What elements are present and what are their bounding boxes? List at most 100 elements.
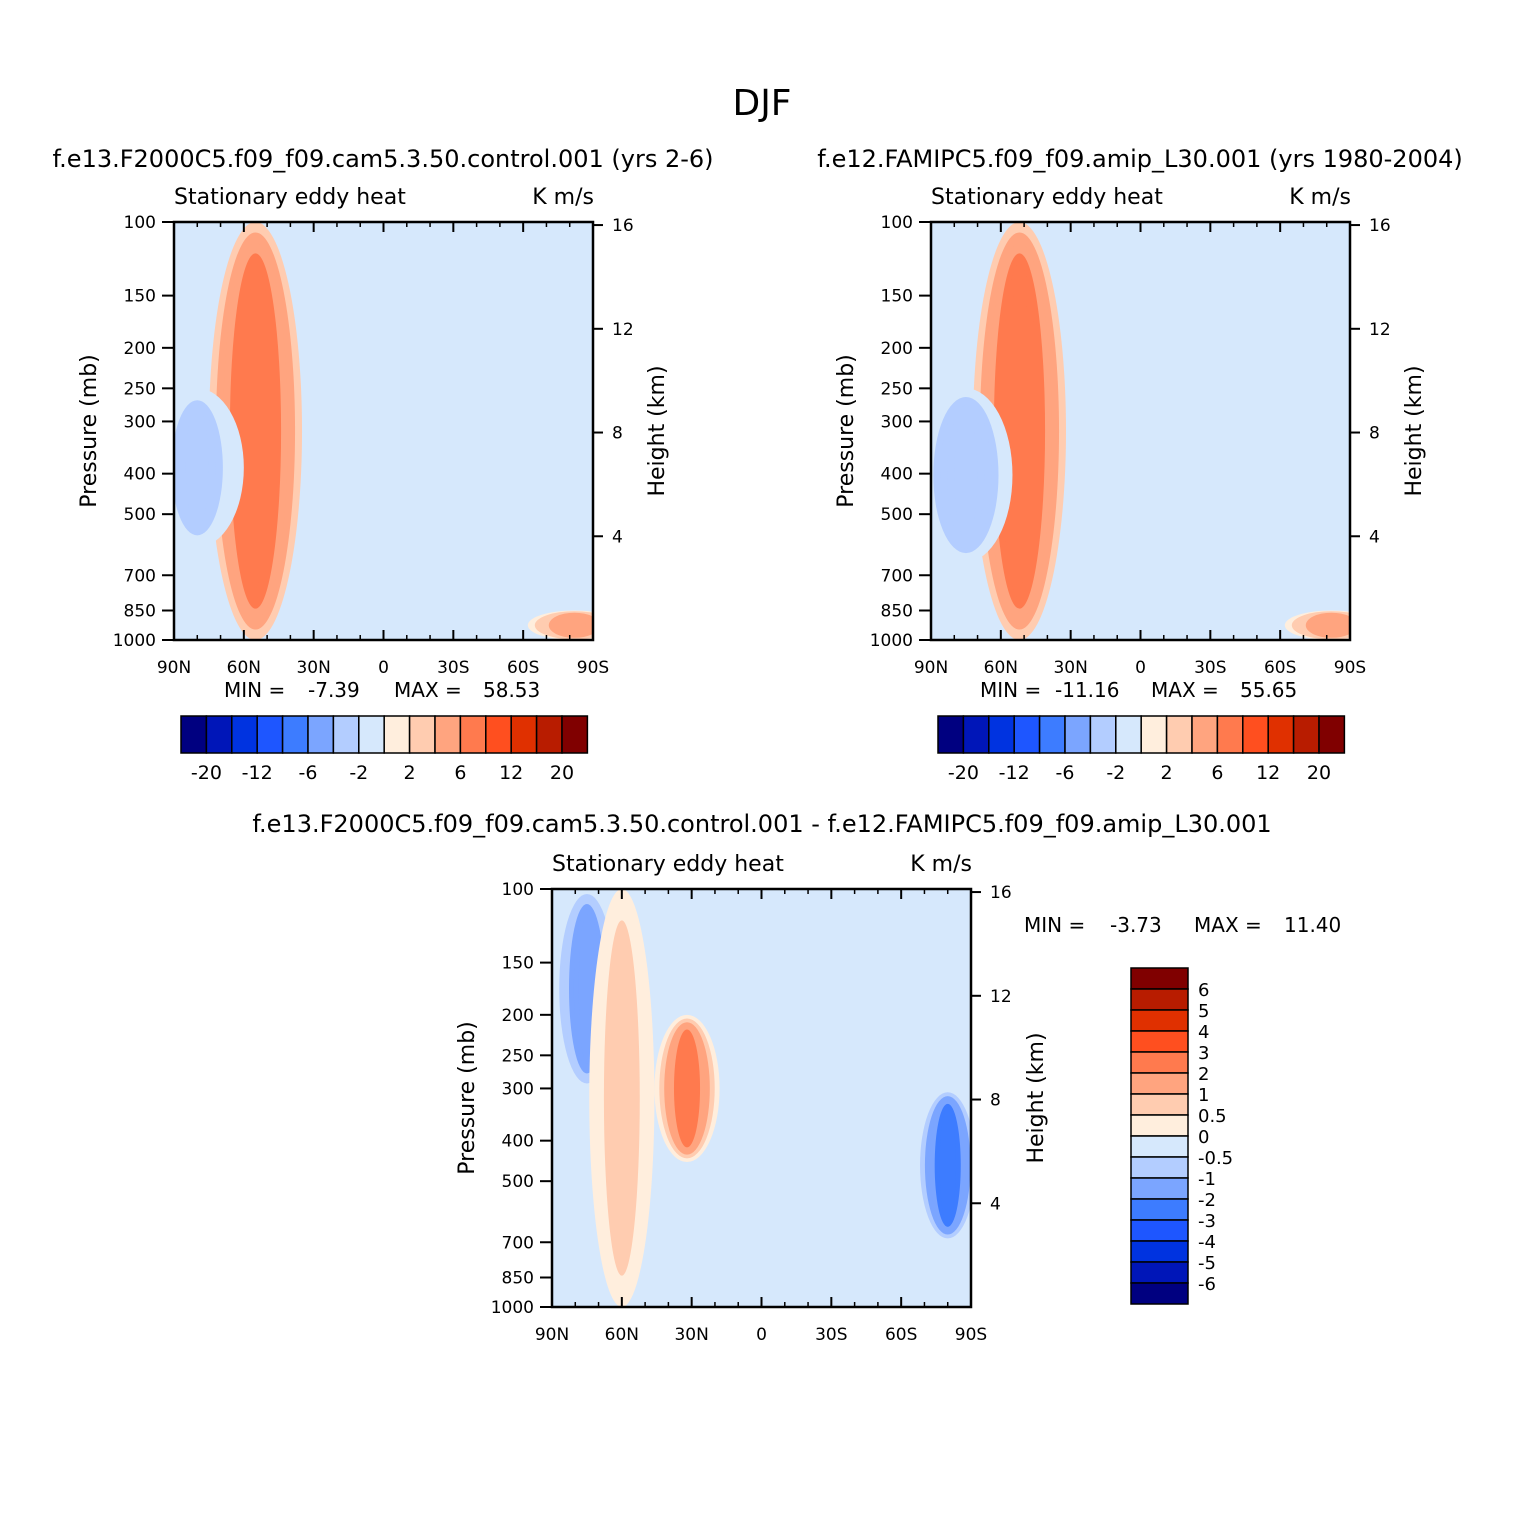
y-tick-label: 250 — [502, 1046, 534, 1066]
colorbar-label: -2 — [1106, 762, 1125, 784]
height-tick-label: 12 — [1369, 320, 1391, 340]
colorbar-box — [510, 715, 538, 754]
x-tick-label: 90S — [955, 1325, 987, 1345]
colorbar-box — [281, 715, 309, 754]
colorbar-label: -4 — [1198, 1232, 1216, 1253]
panel-2-case-title: f.e12.FAMIPC5.f09_f09.amip_L30.001 (yrs … — [817, 145, 1463, 173]
colorbar-label: 1 — [1198, 1085, 1209, 1106]
contour-band — [562, 614, 587, 637]
colorbar-label: -2 — [1198, 1190, 1216, 1211]
y-tick-label: 200 — [881, 339, 913, 359]
contour-band — [578, 913, 596, 1064]
y-tick-label: 700 — [881, 566, 913, 586]
y-tick-label: 1000 — [491, 1298, 534, 1318]
height-tick-label: 8 — [612, 424, 623, 444]
colorbar-box — [1130, 1261, 1189, 1284]
colorbar-label: -6 — [1198, 1274, 1216, 1295]
height-tick-label: 8 — [1369, 424, 1380, 444]
contour-band — [954, 410, 978, 541]
y-tick-label: 250 — [881, 379, 913, 399]
colorbar-box — [1140, 715, 1168, 754]
colorbar-label: 2 — [404, 762, 416, 784]
y-tick-label: 100 — [881, 213, 913, 233]
colorbar-box — [1130, 1030, 1189, 1053]
panel-1-max-value: 58.53 — [483, 678, 540, 702]
colorbar-box — [1130, 1051, 1189, 1074]
contour-band — [678, 1033, 696, 1144]
height-tick-label: 8 — [990, 1091, 1001, 1111]
colorbar-box — [1130, 1198, 1189, 1221]
colorbar-box — [1130, 988, 1189, 1011]
x-tick-label: 60S — [1264, 658, 1296, 678]
panel-1: f.e13.F2000C5.f09_f09.cam5.3.50.control.… — [52, 145, 713, 784]
colorbar-label: 20 — [1307, 762, 1331, 784]
colorbar-box — [1130, 1177, 1189, 1200]
colorbar-box — [1130, 1282, 1189, 1305]
y-tick-label: 100 — [502, 880, 534, 900]
colorbar-box — [434, 715, 462, 754]
x-tick-label: 90N — [535, 1325, 569, 1345]
panel-2-left-label: Stationary eddy heat — [931, 185, 1163, 210]
colorbar-box — [1064, 715, 1092, 754]
y-tick-label: 100 — [124, 213, 156, 233]
x-tick-label: 90N — [914, 658, 948, 678]
colorbar-label: 12 — [1256, 762, 1280, 784]
panel-1-colorbar: -20 -12 -6 -2 2 6 12 20 — [180, 715, 589, 784]
colorbar-box — [1130, 1093, 1189, 1116]
colorbar-box — [1191, 715, 1219, 754]
y-tick-label: 400 — [881, 465, 913, 485]
y-tick-label: 150 — [502, 954, 534, 974]
colorbar-label: 0.5 — [1198, 1106, 1227, 1127]
contour-band — [939, 1107, 956, 1224]
colorbar-label: 3 — [1198, 1043, 1209, 1064]
y-tick-label: 850 — [881, 601, 913, 621]
colorbar-label: -2 — [349, 762, 368, 784]
colorbar-box — [1130, 1156, 1189, 1179]
colorbar-label: 12 — [499, 762, 523, 784]
colorbar-box — [231, 715, 258, 754]
colorbar-label: 2 — [1161, 762, 1173, 784]
panel-2-y-axis-label: Pressure (mb) — [834, 354, 859, 508]
height-tick-label: 4 — [1369, 527, 1380, 547]
panel-2-field — [931, 222, 1350, 640]
panel-1-y2-axis-label: Height (km) — [645, 365, 670, 496]
contour-band — [613, 941, 630, 1255]
colorbar-box — [1216, 715, 1244, 754]
y-tick-label: 850 — [124, 601, 156, 621]
colorbar-label: -20 — [948, 762, 979, 784]
colorbar-label: 0 — [1198, 1127, 1209, 1148]
contour-band — [185, 408, 209, 528]
colorbar-label: 5 — [1198, 1001, 1209, 1022]
colorbar-label: -5 — [1198, 1253, 1216, 1274]
colorbar-label: 4 — [1198, 1022, 1209, 1043]
y-tick-label: 500 — [881, 505, 913, 525]
y-tick-label: 850 — [502, 1268, 534, 1288]
colorbar-label: 2 — [1198, 1064, 1209, 1085]
y-tick-label: 1000 — [870, 631, 913, 651]
x-tick-label: 30S — [815, 1325, 847, 1345]
y-tick-label: 300 — [124, 412, 156, 432]
y-tick-label: 200 — [502, 1006, 534, 1026]
colorbar-box — [1130, 1219, 1189, 1242]
y-tick-label: 150 — [124, 287, 156, 307]
colorbar-label: 6 — [454, 762, 466, 784]
panel-1-min-value: -7.39 — [308, 678, 360, 702]
x-tick-label: 30N — [1053, 658, 1087, 678]
y-tick-label: 300 — [881, 412, 913, 432]
panel-1-case-title: f.e13.F2000C5.f09_f09.cam5.3.50.control.… — [52, 145, 713, 173]
panel-1-min-label: MIN = — [224, 678, 285, 702]
contour-band — [1007, 274, 1032, 588]
panel-2-max-label: MAX = — [1151, 678, 1219, 702]
colorbar-label: -6 — [1056, 762, 1075, 784]
colorbar-box — [937, 715, 965, 754]
height-tick-label: 16 — [612, 216, 634, 236]
colorbar-box — [358, 715, 385, 754]
y-tick-label: 700 — [124, 566, 156, 586]
panel-3-max-label: MAX = — [1194, 913, 1262, 937]
y-tick-label: 400 — [502, 1132, 534, 1152]
x-tick-label: 0 — [1135, 658, 1146, 678]
panel-3-field — [552, 889, 971, 1307]
colorbar-box — [1267, 715, 1295, 754]
